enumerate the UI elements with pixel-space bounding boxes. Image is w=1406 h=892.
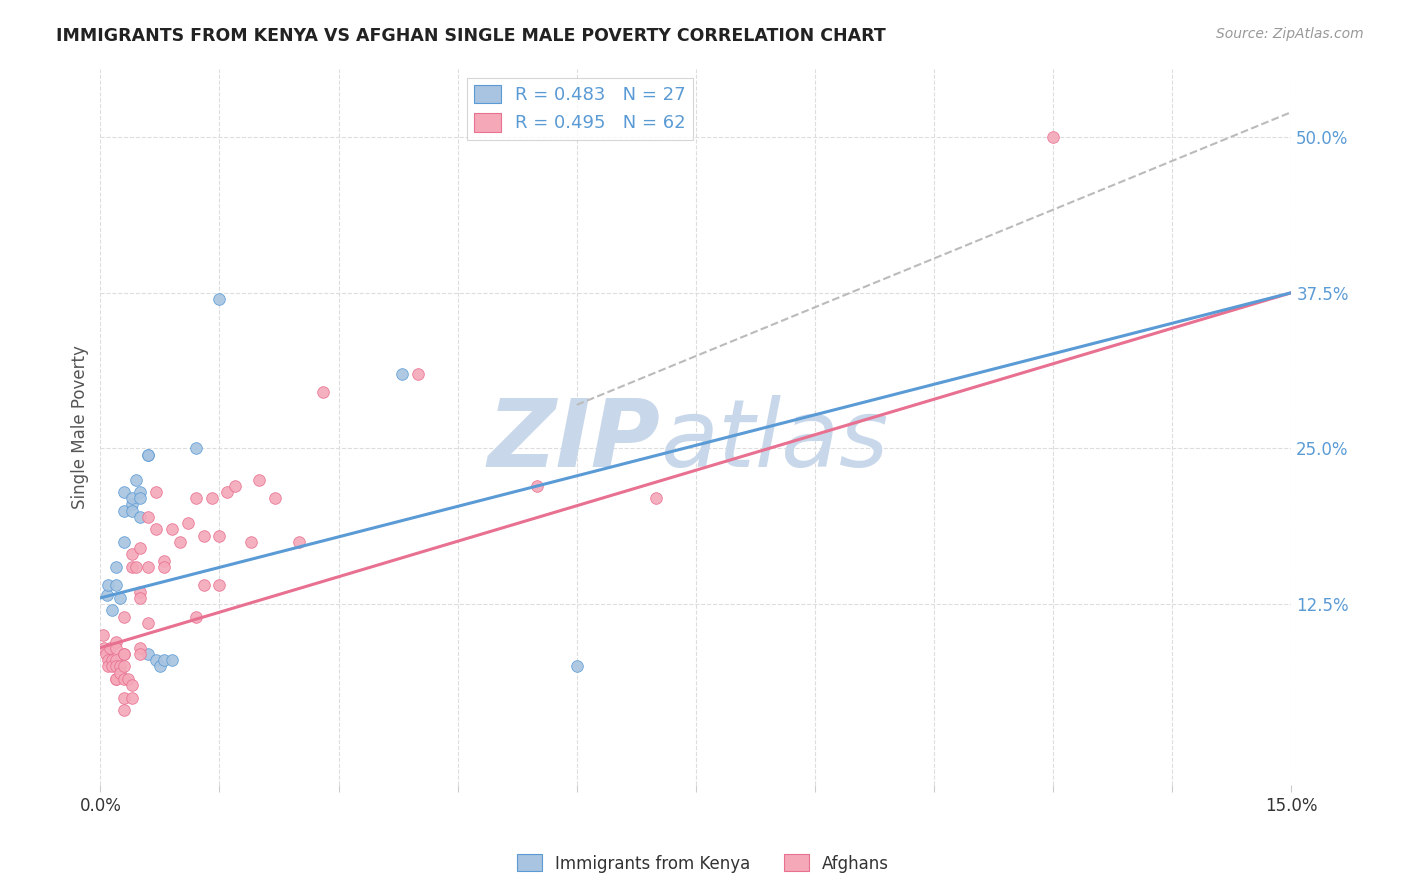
Point	[184, 491, 207, 506]
Point	[105, 659, 128, 673]
Point	[121, 678, 143, 692]
Point	[125, 559, 148, 574]
Point	[288, 534, 311, 549]
Point	[136, 448, 159, 462]
Legend: Immigrants from Kenya, Afghans: Immigrants from Kenya, Afghans	[510, 847, 896, 880]
Point	[200, 491, 222, 506]
Point	[645, 491, 668, 506]
Point	[112, 672, 135, 686]
Point	[121, 491, 143, 506]
Text: ZIP: ZIP	[488, 395, 659, 487]
Point	[91, 628, 114, 642]
Point	[145, 485, 167, 500]
Point	[129, 640, 152, 655]
Point	[184, 442, 207, 456]
Point	[112, 504, 135, 518]
Point	[208, 578, 231, 592]
Point	[112, 647, 135, 661]
Point	[129, 541, 152, 555]
Point	[108, 665, 131, 680]
Point	[97, 653, 120, 667]
Point	[125, 473, 148, 487]
Point	[93, 640, 115, 655]
Point	[208, 292, 231, 306]
Point	[101, 653, 124, 667]
Legend: R = 0.483   N = 27, R = 0.495   N = 62: R = 0.483 N = 27, R = 0.495 N = 62	[467, 78, 693, 140]
Point	[97, 578, 120, 592]
Point	[105, 672, 128, 686]
Point	[160, 653, 183, 667]
Point	[153, 559, 176, 574]
Point	[105, 634, 128, 648]
Point	[108, 591, 131, 605]
Point	[136, 615, 159, 630]
Point	[121, 547, 143, 561]
Point	[97, 659, 120, 673]
Text: atlas: atlas	[659, 395, 889, 486]
Point	[145, 522, 167, 536]
Point	[391, 367, 413, 381]
Point	[112, 659, 135, 673]
Point	[169, 534, 191, 549]
Point	[121, 690, 143, 705]
Point	[224, 479, 246, 493]
Point	[153, 653, 176, 667]
Point	[96, 589, 118, 603]
Point	[160, 522, 183, 536]
Point	[105, 578, 128, 592]
Point	[112, 690, 135, 705]
Point	[136, 647, 159, 661]
Point	[129, 510, 152, 524]
Text: Source: ZipAtlas.com: Source: ZipAtlas.com	[1216, 27, 1364, 41]
Point	[94, 647, 117, 661]
Point	[105, 640, 128, 655]
Point	[112, 534, 135, 549]
Point	[98, 640, 121, 655]
Point	[311, 385, 333, 400]
Point	[121, 498, 143, 512]
Point	[526, 479, 548, 493]
Point	[108, 659, 131, 673]
Point	[406, 367, 429, 381]
Point	[117, 672, 139, 686]
Point	[193, 578, 215, 592]
Point	[193, 528, 215, 542]
Point	[105, 672, 128, 686]
Point	[129, 591, 152, 605]
Point	[136, 559, 159, 574]
Point	[112, 609, 135, 624]
Point	[112, 485, 135, 500]
Point	[101, 659, 124, 673]
Point	[208, 528, 231, 542]
Point	[176, 516, 198, 531]
Point	[240, 534, 263, 549]
Point	[112, 647, 135, 661]
Point	[129, 584, 152, 599]
Point	[217, 485, 239, 500]
Point	[121, 559, 143, 574]
Point	[129, 491, 152, 506]
Point	[145, 653, 167, 667]
Point	[105, 653, 128, 667]
Point	[153, 553, 176, 567]
Point	[105, 559, 128, 574]
Point	[136, 448, 159, 462]
Y-axis label: Single Male Poverty: Single Male Poverty	[72, 344, 89, 508]
Point	[101, 603, 124, 617]
Point	[129, 647, 152, 661]
Point	[264, 491, 287, 506]
Point	[565, 659, 588, 673]
Point	[184, 609, 207, 624]
Text: IMMIGRANTS FROM KENYA VS AFGHAN SINGLE MALE POVERTY CORRELATION CHART: IMMIGRANTS FROM KENYA VS AFGHAN SINGLE M…	[56, 27, 886, 45]
Point	[121, 504, 143, 518]
Point	[247, 473, 270, 487]
Point	[112, 703, 135, 717]
Point	[136, 510, 159, 524]
Point	[129, 485, 152, 500]
Point	[149, 659, 172, 673]
Point	[1042, 130, 1064, 145]
